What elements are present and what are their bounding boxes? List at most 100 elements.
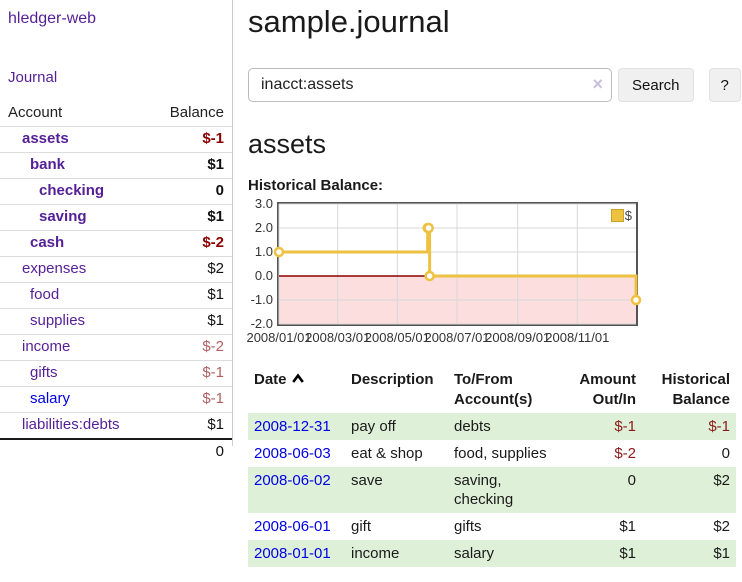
transaction-row: 2008-01-01 income salary $1 $1 <box>248 540 736 567</box>
register-col-balance: Historical Balance <box>642 367 736 413</box>
main-panel: sample.journal × Search ? assets Histori… <box>246 0 742 567</box>
transaction-balance: $2 <box>713 472 730 489</box>
x-axis-tick-label: 2008/01/01 <box>246 330 312 345</box>
account-balance: $2 <box>149 256 232 283</box>
account-name-cell: checking <box>0 178 150 205</box>
sort-ascending-icon <box>291 370 305 390</box>
transaction-description: gift <box>351 518 372 535</box>
search-form: × Search ? <box>248 68 742 102</box>
help-button[interactable]: ? <box>708 68 741 102</box>
account-row: salary $-1 <box>0 386 232 413</box>
nav-journal-link[interactable]: Journal <box>8 69 58 86</box>
accounts-table-header: Account Balance <box>0 100 232 127</box>
x-axis-tick-label: 2008/03/01 <box>305 330 371 345</box>
app-brand-link[interactable]: hledger-web <box>8 10 97 27</box>
transaction-date-link[interactable]: 2008-06-03 <box>254 445 331 462</box>
register-col-amount-line1: Amount <box>579 371 636 388</box>
transaction-description: save <box>351 472 383 489</box>
chart-title: Historical Balance: <box>248 177 384 194</box>
historical-balance-chart: $ 3.0 2.0 1.0 0.0 -1.0 -2.0 2008/01/01 2008/03/… <box>246 197 742 348</box>
account-balance: $-2 <box>149 334 232 361</box>
account-link[interactable]: supplies <box>30 312 86 329</box>
account-link[interactable]: income <box>22 338 71 355</box>
transaction-accounts: saving, checking <box>454 472 514 508</box>
accounts-table: Account Balance assets $-1 bank $1 checking 0… <box>0 100 232 465</box>
transaction-date-cell: 2008-01-01 <box>248 540 345 567</box>
account-balance: $1 <box>149 152 232 179</box>
y-axis-tick-label: 1.0 <box>254 244 273 259</box>
chart-legend: $ <box>610 208 632 223</box>
transaction-accounts: salary <box>454 545 495 562</box>
legend-swatch-icon <box>610 209 624 222</box>
register-col-amount-line2: Out/In <box>592 391 636 408</box>
account-name-cell: bank <box>0 152 150 179</box>
account-link[interactable]: assets <box>22 130 69 147</box>
transaction-date-link[interactable]: 2008-01-01 <box>254 545 331 562</box>
search-input[interactable] <box>248 68 612 102</box>
account-row: gifts $-1 <box>0 360 232 387</box>
register-col-accounts-line1: To/From <box>454 371 513 388</box>
account-balance: $-2 <box>149 230 232 257</box>
app-brand: hledger-web <box>0 0 232 32</box>
account-name-cell: food <box>0 282 150 309</box>
account-balance: $-1 <box>149 386 232 413</box>
account-link[interactable]: checking <box>39 182 105 199</box>
y-axis-tick-label: 2.0 <box>254 220 273 235</box>
transaction-amount: $-2 <box>614 445 636 462</box>
chart-canvas <box>273 203 642 325</box>
transaction-row: 2008-12-31 pay off debts $-1 $-1 <box>248 413 736 440</box>
sidebar-nav: Journal <box>0 32 232 86</box>
account-name-cell: expenses <box>0 256 150 283</box>
transaction-row: 2008-06-02 save saving, checking 0 $2 <box>248 467 736 513</box>
transaction-date-link[interactable]: 2008-12-31 <box>254 418 331 435</box>
transaction-amount: $1 <box>619 545 636 562</box>
account-balance: $-1 <box>149 360 232 387</box>
account-row: income $-2 <box>0 334 232 361</box>
account-link[interactable]: bank <box>30 156 66 173</box>
account-name-cell: cash <box>0 230 150 257</box>
search-box: × <box>248 68 612 102</box>
account-link[interactable]: salary <box>30 390 71 407</box>
account-link[interactable]: liabilities:debts <box>22 416 120 433</box>
account-link[interactable]: saving <box>39 208 87 225</box>
search-button[interactable]: Search <box>618 68 694 102</box>
transaction-date-link[interactable]: 2008-06-02 <box>254 472 331 489</box>
account-link[interactable]: cash <box>30 234 65 251</box>
account-heading: assets <box>248 129 327 159</box>
account-row: assets $-1 <box>0 126 232 153</box>
account-link[interactable]: food <box>30 286 60 303</box>
account-name-cell: saving <box>0 204 150 231</box>
account-link[interactable]: expenses <box>22 260 87 277</box>
transaction-date-cell: 2008-06-03 <box>248 440 345 467</box>
clear-search-icon[interactable]: × <box>592 74 603 94</box>
x-axis-tick-label: 2008/05/01 <box>364 330 430 345</box>
transaction-row: 2008-06-03 eat & shop food, supplies $-2 0 <box>248 440 736 467</box>
account-name-cell: gifts <box>0 360 150 387</box>
account-row: expenses $2 <box>0 256 232 283</box>
transaction-accounts: gifts <box>454 518 482 535</box>
register-col-amount: Amount Out/In <box>565 367 642 413</box>
register-col-date-label: Date <box>254 371 287 388</box>
transaction-balance: $-1 <box>708 418 730 435</box>
y-axis-tick-label: -2.0 <box>250 316 273 331</box>
transaction-date-link[interactable]: 2008-06-01 <box>254 518 331 535</box>
page-title: sample.journal <box>248 4 450 39</box>
account-name-cell: assets <box>0 126 150 153</box>
account-row: liabilities:debts $1 <box>0 412 232 440</box>
account-link[interactable]: gifts <box>30 364 58 381</box>
register-col-date[interactable]: Date <box>248 367 345 413</box>
register-table: Date Description To/From Account(s) Amou… <box>248 367 736 567</box>
transaction-accounts: debts <box>454 418 491 435</box>
transaction-amount: $-1 <box>614 418 636 435</box>
account-row: supplies $1 <box>0 308 232 335</box>
transaction-date-cell: 2008-06-02 <box>248 467 345 513</box>
account-row: food $1 <box>0 282 232 309</box>
account-name-cell: salary <box>0 386 150 413</box>
account-row: saving $1 <box>0 204 232 231</box>
legend-label: $ <box>624 208 632 223</box>
account-name-cell: liabilities:debts <box>0 412 150 440</box>
transaction-accounts: food, supplies <box>454 445 547 462</box>
transaction-description: eat & shop <box>351 445 423 462</box>
y-axis-tick-label: 3.0 <box>254 196 273 211</box>
register-col-accounts: To/From Account(s) <box>448 367 565 413</box>
